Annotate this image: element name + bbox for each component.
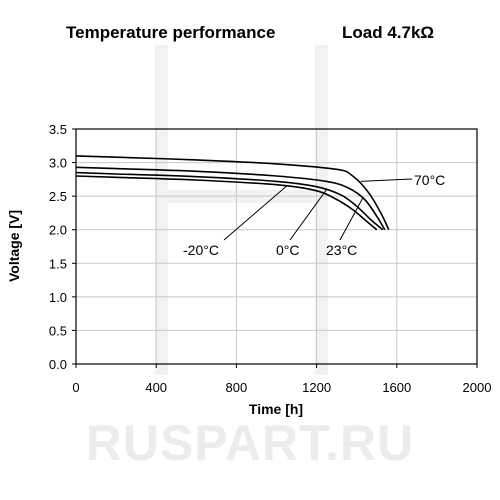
tick-labels: 0 400 800 1200 1600 2000 0.0 0.5 1.0 1.5 2.0 2.5 3.0… [49,122,492,395]
annotation-leader [339,197,364,241]
y-tick-label: 0.5 [49,323,67,338]
annotation-label: 0°C [276,242,300,258]
watermark-bar-right [315,45,328,375]
watermark-bar-left [155,45,168,375]
x-tick-label: 2000 [463,380,492,395]
series-lines [75,155,390,231]
x-tick-label: 1600 [382,380,411,395]
x-tick-label: 1200 [302,380,331,395]
y-tick-label: 3.0 [49,156,67,171]
watermark: RUSPART.RU [86,45,415,471]
annotation-leader [223,185,287,241]
plot-frame [75,128,478,365]
series-line-70c [75,155,390,231]
x-tick-label: 0 [72,380,79,395]
series-line-20c [75,175,378,231]
y-tick-label: 0.0 [49,357,67,372]
series-line-0c [75,171,384,231]
annotations: 70°C 23°C 0°C -20°C [183,172,445,258]
y-axis-title: Voltage [V] [6,210,22,282]
chart-load-label: Load 4.7kΩ [342,23,434,42]
annotation-leader [360,178,413,182]
annotation-label: 23°C [326,242,357,258]
x-tick-label: 800 [226,380,248,395]
watermark-text: RUSPART.RU [86,415,415,471]
series-line-23c [75,166,386,231]
y-tick-label: 2.0 [49,223,67,238]
y-tick-label: 3.5 [49,122,67,137]
annotation-leader [289,189,328,241]
x-axis-title: Time [h] [249,401,303,417]
chart-title: Temperature performance [66,23,275,42]
y-tick-label: 1.0 [49,290,67,305]
y-tick-label: 1.5 [49,256,67,271]
x-tick-label: 400 [145,380,167,395]
grid [76,129,477,364]
y-tick-label: 2.5 [49,189,67,204]
annotation-label: 70°C [414,172,445,188]
annotation-label: -20°C [183,242,219,258]
